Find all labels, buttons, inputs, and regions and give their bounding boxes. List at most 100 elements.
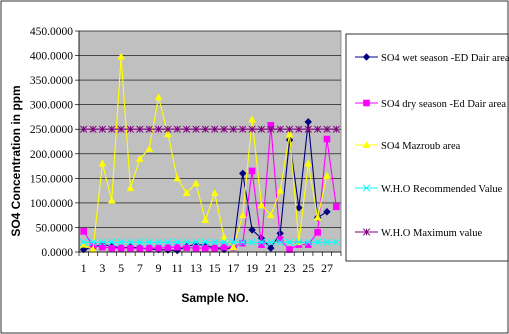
data-point	[248, 238, 256, 246]
y-tick-label: 150.0000	[30, 173, 73, 185]
legend-label: W.H.O Maximum value	[381, 228, 482, 239]
data-point	[239, 169, 247, 178]
data-point	[136, 245, 144, 252]
plot-area	[78, 30, 342, 253]
data-point	[173, 125, 181, 133]
data-point	[323, 171, 331, 179]
legend-item: SO4 Mazroub area	[355, 141, 461, 152]
x-tick-label: 7	[137, 261, 143, 275]
data-point	[323, 125, 331, 133]
data-point	[99, 243, 106, 251]
data-point	[323, 135, 331, 143]
data-point	[164, 130, 172, 138]
data-point	[201, 216, 210, 224]
data-point	[238, 211, 247, 219]
data-point	[202, 244, 209, 252]
y-tick-label: 250.0000	[30, 124, 73, 136]
data-point	[276, 125, 284, 133]
data-point	[239, 125, 247, 133]
data-point	[136, 154, 144, 162]
x-tick-label: 17	[227, 261, 239, 275]
data-point	[136, 125, 144, 133]
data-point	[332, 238, 340, 246]
y-tick-label: 300.0000	[30, 100, 73, 112]
plot-background	[78, 30, 342, 253]
data-point	[295, 238, 303, 246]
data-point	[285, 238, 294, 246]
data-point	[257, 238, 266, 246]
data-point	[239, 239, 247, 247]
data-point	[229, 238, 238, 246]
x-tick-label: 23	[284, 261, 296, 275]
data-point	[108, 244, 116, 252]
data-point	[108, 238, 116, 246]
data-point	[98, 125, 107, 133]
data-point	[220, 233, 228, 241]
data-point	[164, 125, 172, 133]
series-5	[80, 125, 340, 133]
data-point	[323, 208, 331, 216]
y-tick-label: 0.0000	[41, 247, 73, 259]
data-point	[276, 238, 284, 246]
legend-swatch-marker	[363, 99, 370, 107]
legend-box	[345, 33, 509, 262]
data-point	[80, 238, 88, 246]
data-point	[248, 125, 256, 133]
data-point	[267, 125, 275, 133]
data-point	[211, 125, 219, 133]
legend-item: W.H.O Recommended Value	[355, 184, 503, 195]
x-tick-label: 19	[246, 261, 258, 275]
y-tick-label: 100.0000	[30, 198, 73, 210]
series-4	[80, 238, 340, 246]
legend-item: W.H.O Maximum value	[355, 228, 482, 239]
data-point	[313, 125, 322, 133]
data-point	[201, 125, 209, 133]
x-axis-title: Sample NO.	[181, 291, 248, 305]
legend-label: SO4 dry season -Ed Dair area	[381, 99, 506, 110]
data-point	[80, 228, 87, 235]
y-tick-label: 450.0000	[30, 26, 73, 38]
y-tick-label: 400.0000	[30, 51, 73, 63]
data-point	[89, 238, 97, 246]
legend-swatch-marker	[362, 228, 371, 236]
data-point	[89, 125, 97, 133]
data-point	[192, 238, 200, 246]
data-point	[98, 238, 107, 246]
data-point	[257, 201, 266, 209]
data-point	[211, 238, 219, 246]
data-point	[304, 159, 313, 167]
data-point	[182, 238, 191, 246]
data-point	[164, 244, 172, 251]
data-point	[239, 238, 247, 246]
data-point	[79, 245, 88, 254]
data-point	[304, 125, 312, 133]
legend-swatch-marker	[362, 184, 371, 192]
y-axis-title: SO4 Concentration in ppm	[9, 85, 23, 236]
data-point	[201, 238, 209, 246]
data-point	[229, 243, 238, 251]
data-point	[164, 238, 172, 246]
data-point	[295, 125, 303, 133]
data-point	[107, 196, 116, 204]
x-tick-label: 27	[321, 261, 333, 275]
data-point	[313, 238, 322, 246]
legend-label: W.H.O Recommended Value	[381, 184, 503, 195]
data-point	[154, 238, 163, 246]
data-point	[286, 246, 293, 253]
data-point	[332, 125, 340, 133]
data-point	[80, 125, 88, 133]
x-tick-label: 11	[171, 261, 183, 275]
data-point	[304, 118, 312, 126]
y-tick-label: 50.0000	[36, 222, 74, 234]
data-point	[108, 125, 116, 133]
data-point	[276, 186, 284, 194]
data-point	[314, 229, 321, 236]
data-point	[248, 167, 256, 175]
y-axis-ticks: 0.0000 50.0000 100.0000 150.0000 200.0000 250…	[30, 26, 341, 259]
data-point	[304, 238, 312, 246]
data-point	[323, 238, 331, 246]
data-point	[145, 144, 153, 152]
data-point	[257, 125, 266, 133]
legend-swatch-marker	[362, 141, 371, 148]
